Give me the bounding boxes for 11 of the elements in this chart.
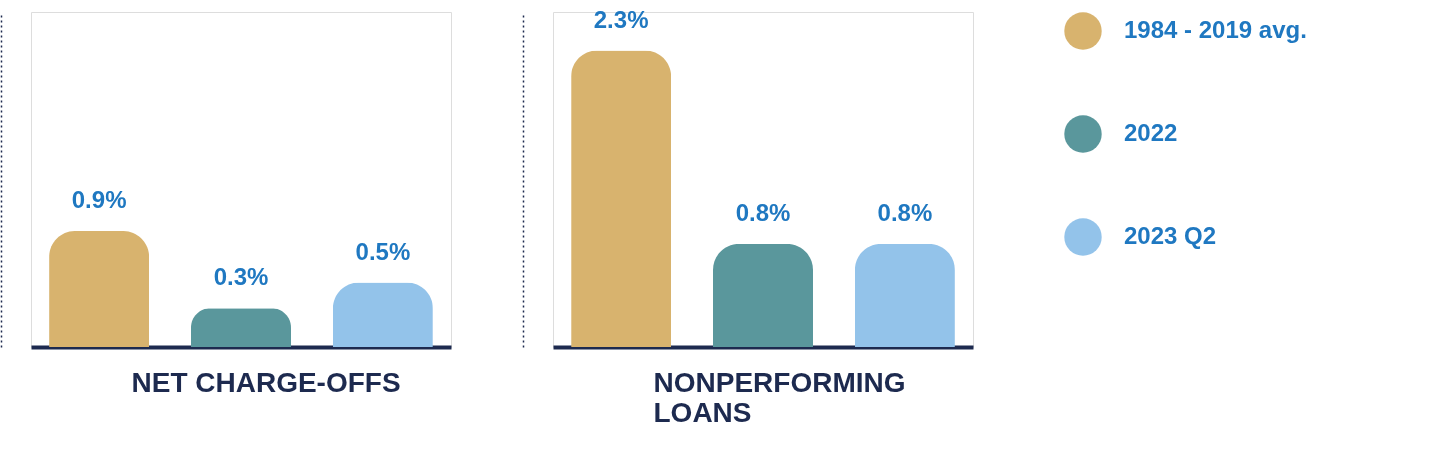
data-label: 0.5%: [355, 237, 411, 265]
data-label: 0.8%: [877, 198, 933, 226]
data-label: 0.9%: [71, 185, 127, 213]
data-label: 0.8%: [735, 198, 791, 226]
legend-label: 1984 - 2019 avg.: [1124, 16, 1307, 43]
data-label: 2.3%: [593, 5, 649, 33]
data-label: 0.3%: [213, 263, 269, 291]
x-axis-title: NET CHARGE-OFFS: [131, 366, 401, 398]
legend-label: 2023 Q2: [1124, 222, 1217, 249]
x-axis-title: NONPERFORMING LOANS: [653, 366, 906, 428]
legend-label: 2022: [1124, 119, 1178, 146]
